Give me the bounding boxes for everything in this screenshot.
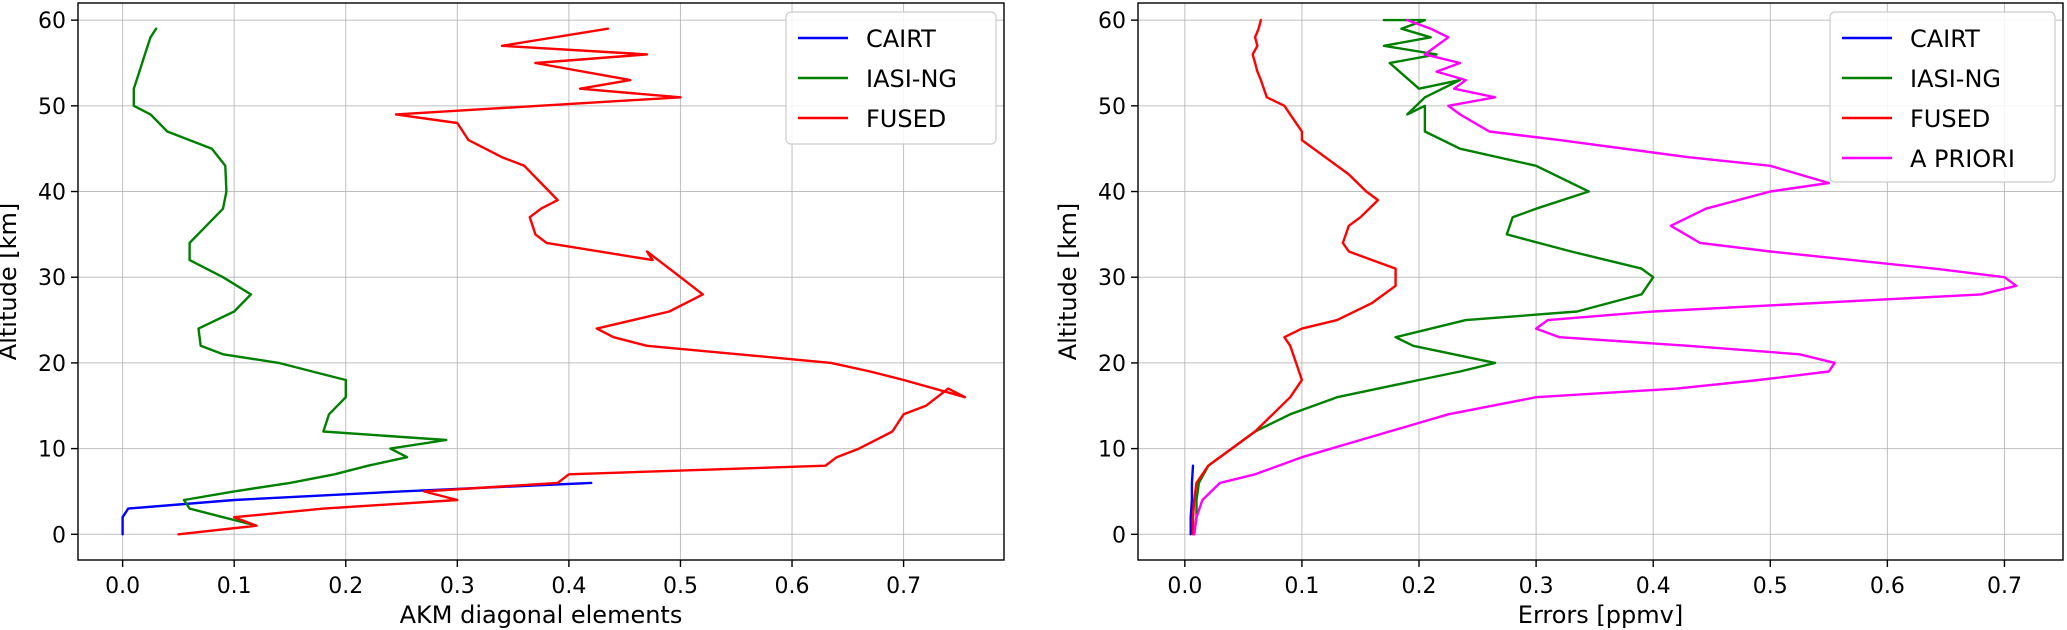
y-tick-label: 40 [38,181,66,206]
legend: CAIRT IASI-NG FUSED [785,11,997,145]
x-tick-label: 0.5 [1753,574,1788,599]
x-tick-label: 0.0 [105,574,140,599]
x-tick-label: 0.1 [217,574,252,599]
x-tick-label: 0.3 [440,574,475,599]
y-tick-label: 50 [38,95,66,120]
y-axis-title: Altitude [km] [1054,203,1082,360]
y-tick-label: 20 [38,352,66,377]
y-tick-label: 0 [52,523,66,548]
chart-panel-1: 0.0 0.1 0.2 0.3 0.4 0.5 0.6 0.7 0 10 20 30 40 50 60 AKM… [0,2,1005,629]
legend: CAIRT IASI-NG FUSED A PRIORI [1829,11,2056,183]
x-tick-label: 0.5 [663,574,698,599]
legend-box [1829,11,2056,183]
y-tick-label: 50 [1098,95,1126,120]
y-tick-label: 60 [38,9,66,34]
x-tick-label: 0.1 [1284,574,1319,599]
legend-label: A PRIORI [1910,145,2015,173]
legend-label: IASI-NG [866,65,957,93]
y-tick-label: 40 [1098,181,1126,206]
series-line-fused [1191,18,1397,536]
series-line-a-priori [1192,18,2018,536]
plot-frame [77,2,1005,561]
y-tick-label: 0 [1112,523,1126,548]
legend-label: FUSED [866,105,946,133]
y-axis-title: Altitude [km] [0,203,22,360]
x-tick-label: 0.7 [886,574,921,599]
y-tick-label: 10 [38,438,66,463]
x-axis-title: Errors [ppmv] [1518,601,1683,629]
x-tick-label: 0.7 [1987,574,2022,599]
series-line-cairt [1189,464,1195,536]
y-tick-label: 20 [1098,352,1126,377]
series-line-iasi-ng [1192,18,1655,536]
x-tick-label: 0.0 [1167,574,1202,599]
chart-panel-2: 0.0 0.1 0.2 0.3 0.4 0.5 0.6 0.7 0 10 20 30 40 50 60 Err… [1054,2,2064,629]
legend-label: FUSED [1910,105,1990,133]
x-tick-label: 0.3 [1519,574,1554,599]
y-tick-label: 10 [1098,438,1126,463]
legend-label: CAIRT [866,25,936,53]
legend-label: CAIRT [1910,25,1980,53]
x-tick-label: 0.2 [1402,574,1437,599]
y-tick-label: 60 [1098,9,1126,34]
series-line-fused [177,27,967,536]
x-tick-label: 0.6 [775,574,810,599]
legend-box [785,11,997,145]
x-tick-label: 0.2 [328,574,363,599]
legend-label: IASI-NG [1910,65,2001,93]
x-tick-label: 0.6 [1870,574,1905,599]
x-axis-title: AKM diagonal elements [400,601,683,629]
x-tick-label: 0.4 [1636,574,1671,599]
y-tick-label: 30 [1098,266,1126,291]
plot-frame [1137,2,2064,561]
x-tick-label: 0.4 [551,574,586,599]
series-line-iasi-ng [132,27,448,527]
y-tick-label: 30 [38,266,66,291]
